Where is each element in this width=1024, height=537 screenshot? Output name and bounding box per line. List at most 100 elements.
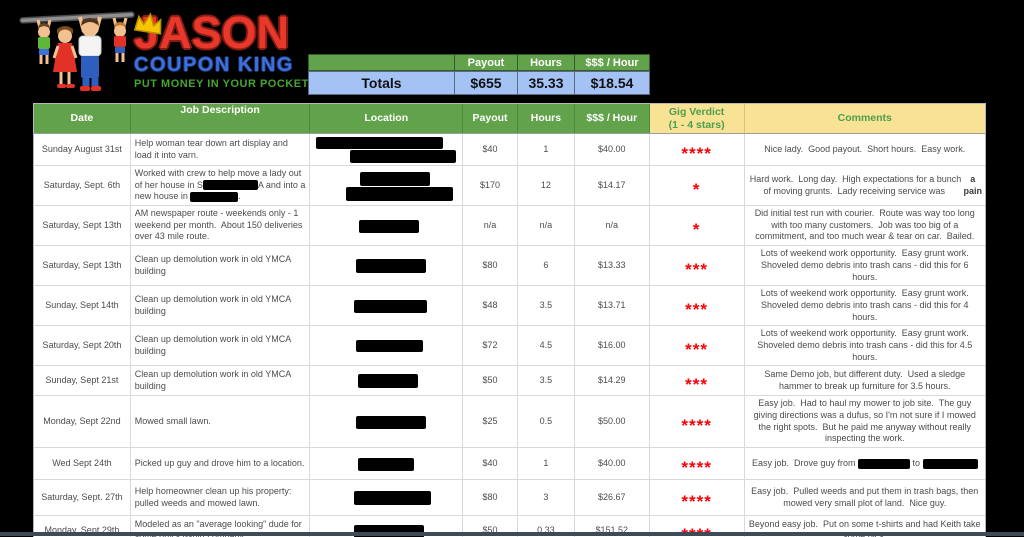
text-segment: Help woman tear down art display and loa…: [134, 137, 291, 160]
cell-gig-verdict: ***: [650, 246, 745, 286]
header-rate: $$$ / Hour: [574, 104, 650, 133]
cell-hours: 3: [518, 480, 575, 516]
cell-location: [310, 286, 464, 326]
table-row: Saturday, Sept 13th AM newspaper route - …: [34, 206, 985, 247]
description-text: Clean up demolution work in old YMCA bui…: [135, 254, 306, 277]
cell-comments: Did initial test run with courier. Route…: [745, 206, 985, 245]
table-row: Saturday, Sept. 27th Help homeowner clean…: [34, 480, 985, 517]
cell-payout: $25: [463, 396, 518, 448]
table-row: Saturday, Sept 20th Clean up demolution w…: [34, 326, 985, 367]
header-date: Date: [34, 104, 131, 133]
cell-gig-verdict: ****: [650, 396, 745, 448]
cell-comments: Easy job. Drove guy from to: [745, 448, 985, 479]
cell-gig-verdict: ****: [650, 480, 745, 516]
redaction-bar: [358, 457, 415, 471]
cell-payout: $80: [463, 246, 518, 286]
cell-location: [310, 516, 464, 537]
cell-comments: Same Demo job, but different duty. Used …: [745, 366, 985, 395]
cell-rate: n/a: [575, 206, 650, 246]
totals-header-hours: Hours: [518, 54, 575, 71]
redaction-bar: [354, 299, 428, 313]
cell-payout: $50: [463, 516, 518, 537]
cell-payout: $48: [463, 286, 518, 326]
cell-description: Worked with crew to help move a lady out…: [131, 166, 311, 206]
cell-date: Monday, Sept 29th: [34, 516, 131, 537]
logo-text: JASON COUPON KING PUT MONEY IN YOUR POCK…: [133, 10, 334, 90]
text-segment: Easy job. Pulled weeds and put them in t…: [751, 485, 981, 508]
cell-description: Clean up demolution work in old YMCA bui…: [131, 246, 311, 286]
cell-gig-verdict: ****: [650, 448, 745, 480]
cell-description: Clean up demolution work in old YMCA bui…: [131, 326, 311, 366]
cell-comments: Easy job. Had to haul my mower to job si…: [745, 396, 985, 447]
description-text: Help homeowner clean up his property: pu…: [135, 486, 306, 509]
jobs-table: Date Job Description Location Payout Hou…: [33, 103, 986, 537]
totals-header-rate: $$$ / Hour: [575, 54, 650, 71]
cell-hours: n/a: [518, 206, 575, 246]
table-row: Saturday, Sept 13th Clean up demolution w…: [34, 246, 985, 287]
redaction-bar: [354, 491, 432, 506]
cell-hours: 0.5: [518, 396, 575, 448]
header-comments: Comments: [744, 104, 985, 133]
cell-hours: 12: [518, 166, 575, 206]
cell-payout: $40: [463, 448, 518, 480]
description-text: Clean up demolution work in old YMCA bui…: [135, 369, 306, 392]
totals-header-row: Payout Hours $$$ / Hour: [308, 54, 650, 71]
cell-comments: Nice lady. Good payout. Short hours. Eas…: [745, 134, 985, 165]
text-segment: Picked up guy and drove him to a locatio…: [134, 457, 305, 468]
description-text: Help woman tear down art display and loa…: [135, 138, 306, 161]
description-text: Worked with crew to help move a lady out…: [135, 168, 306, 203]
text-segment: Nice lady. Good payout. Short hours. Eas…: [764, 143, 966, 154]
redaction-bar: [350, 150, 457, 163]
cell-location: [310, 206, 464, 246]
header-hours: Hours: [517, 104, 575, 133]
cell-rate: $151.52: [575, 516, 650, 537]
cell-location: [310, 480, 464, 516]
cell-rate: $14.17: [575, 166, 650, 206]
text-segment: Hard work. Long day. High expectations f…: [749, 173, 964, 196]
description-text: Clean up demolution work in old YMCA bui…: [135, 294, 306, 317]
cell-description: Clean up demolution work in old YMCA bui…: [131, 366, 311, 396]
cell-hours: 1: [518, 448, 575, 480]
text-segment: Clean up demolution work in old YMCA bui…: [134, 253, 294, 276]
cell-description: Help homeowner clean up his property: pu…: [131, 480, 311, 516]
description-text: Picked up guy and drove him to a locatio…: [135, 458, 305, 470]
cell-comments: Lots of weekend work opportunity. Easy g…: [745, 286, 985, 325]
cell-hours: 3.5: [518, 286, 575, 326]
text-segment: AM newspaper route - weekends only - 1 w…: [134, 208, 305, 242]
description-text: Mowed small lawn.: [135, 416, 211, 428]
header-gig-verdict-line1: Gig Verdict: [668, 105, 725, 118]
cell-rate: $14.29: [575, 366, 650, 396]
cell-rate: $13.33: [575, 246, 650, 286]
redaction-bar: [360, 171, 431, 186]
cell-comments: Lots of weekend work opportunity. Easy g…: [745, 326, 985, 365]
totals-header-spacer: [308, 54, 455, 71]
text-segment: Easy job. Had to haul my mower to job si…: [753, 398, 979, 444]
cell-description: Picked up guy and drove him to a locatio…: [131, 448, 311, 480]
cell-payout: n/a: [463, 206, 518, 246]
cell-payout: $80: [463, 480, 518, 516]
cell-gig-verdict: ****: [650, 134, 745, 165]
text-segment: Did initial test run with courier. Route…: [754, 208, 978, 242]
text-segment: Worked with crew to help move a lady out…: [134, 168, 304, 190]
cell-date: Saturday, Sept 13th: [34, 206, 131, 246]
text-segment: Easy job. Drove guy from: [751, 457, 858, 468]
table-row: Sunday, Sept 21st Clean up demolution wor…: [34, 366, 985, 397]
redaction-bar: [858, 458, 910, 469]
cell-comments: Lots of weekend work opportunity. Easy g…: [745, 246, 985, 285]
text-segment: to: [910, 457, 923, 468]
cell-location: [310, 134, 464, 165]
totals-header-payout: Payout: [455, 54, 518, 71]
redaction-bar: [354, 525, 425, 537]
redaction-bar: [190, 192, 239, 202]
totals-values-row: Totals $655 35.33 $18.54: [308, 71, 650, 95]
cell-gig-verdict: ***: [650, 286, 745, 326]
cell-location: [310, 166, 464, 206]
description-text: Clean up demolution work in old YMCA bui…: [135, 334, 306, 357]
cell-hours: 4.5: [518, 326, 575, 366]
cell-date: Saturday, Sept 13th: [34, 246, 131, 286]
logo-family-icon: [19, 11, 135, 91]
cell-gig-verdict: ***: [650, 326, 745, 366]
cell-date: Sunday, Sept 14th: [34, 286, 131, 326]
description-text: AM newspaper route - weekends only - 1 w…: [135, 208, 306, 243]
text-segment: Lots of weekend work opportunity. Easy g…: [760, 288, 974, 322]
